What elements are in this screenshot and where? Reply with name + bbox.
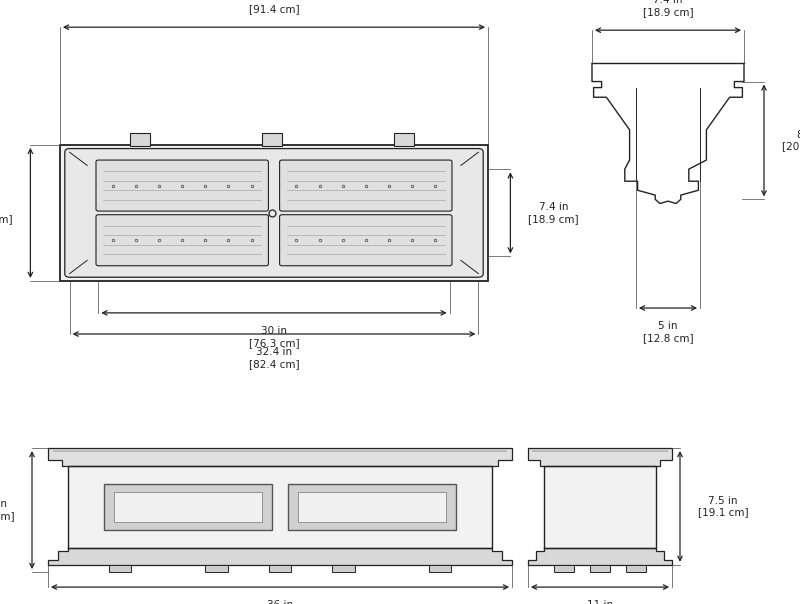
Bar xyxy=(205,565,228,572)
Polygon shape xyxy=(48,548,512,565)
Bar xyxy=(554,565,574,572)
Bar xyxy=(333,565,355,572)
Text: 7.4 in
[18.9 cm]: 7.4 in [18.9 cm] xyxy=(642,0,694,17)
Bar xyxy=(288,484,456,530)
Text: 7.4 in
[18.9 cm]: 7.4 in [18.9 cm] xyxy=(528,202,578,223)
Text: 5 in
[12.8 cm]: 5 in [12.8 cm] xyxy=(642,321,694,343)
Text: 11 in
[27.9 cm]: 11 in [27.9 cm] xyxy=(574,600,626,604)
Bar xyxy=(298,492,446,522)
Bar xyxy=(114,492,262,522)
Bar xyxy=(109,565,131,572)
FancyBboxPatch shape xyxy=(280,214,452,266)
Text: 36 in
[91.4 cm]: 36 in [91.4 cm] xyxy=(254,600,306,604)
Text: 7.5 in
[19.1 cm]: 7.5 in [19.1 cm] xyxy=(698,496,748,517)
Bar xyxy=(269,565,291,572)
Polygon shape xyxy=(528,448,672,466)
Text: 11 in
[27.9 cm]: 11 in [27.9 cm] xyxy=(0,202,13,223)
Bar xyxy=(590,565,610,572)
FancyBboxPatch shape xyxy=(65,149,483,277)
Text: 30 in
[76.3 cm]: 30 in [76.3 cm] xyxy=(249,326,299,348)
Bar xyxy=(104,484,272,530)
Text: 32.4 in
[82.4 cm]: 32.4 in [82.4 cm] xyxy=(249,347,299,369)
FancyBboxPatch shape xyxy=(96,160,269,211)
Bar xyxy=(394,133,414,146)
Text: 10.8 in
[27.4 cm]: 10.8 in [27.4 cm] xyxy=(0,500,14,521)
Bar xyxy=(429,565,451,572)
Text: 36 in
[91.4 cm]: 36 in [91.4 cm] xyxy=(249,0,299,14)
Polygon shape xyxy=(48,448,512,466)
Polygon shape xyxy=(528,548,672,565)
Text: 8 in
[20.3 cm]: 8 in [20.3 cm] xyxy=(782,130,800,151)
Bar xyxy=(130,133,150,146)
Bar xyxy=(626,565,646,572)
Bar xyxy=(544,466,656,548)
Bar xyxy=(60,145,488,281)
FancyBboxPatch shape xyxy=(96,214,269,266)
Bar xyxy=(68,466,492,548)
FancyBboxPatch shape xyxy=(280,160,452,211)
Bar xyxy=(262,133,282,146)
